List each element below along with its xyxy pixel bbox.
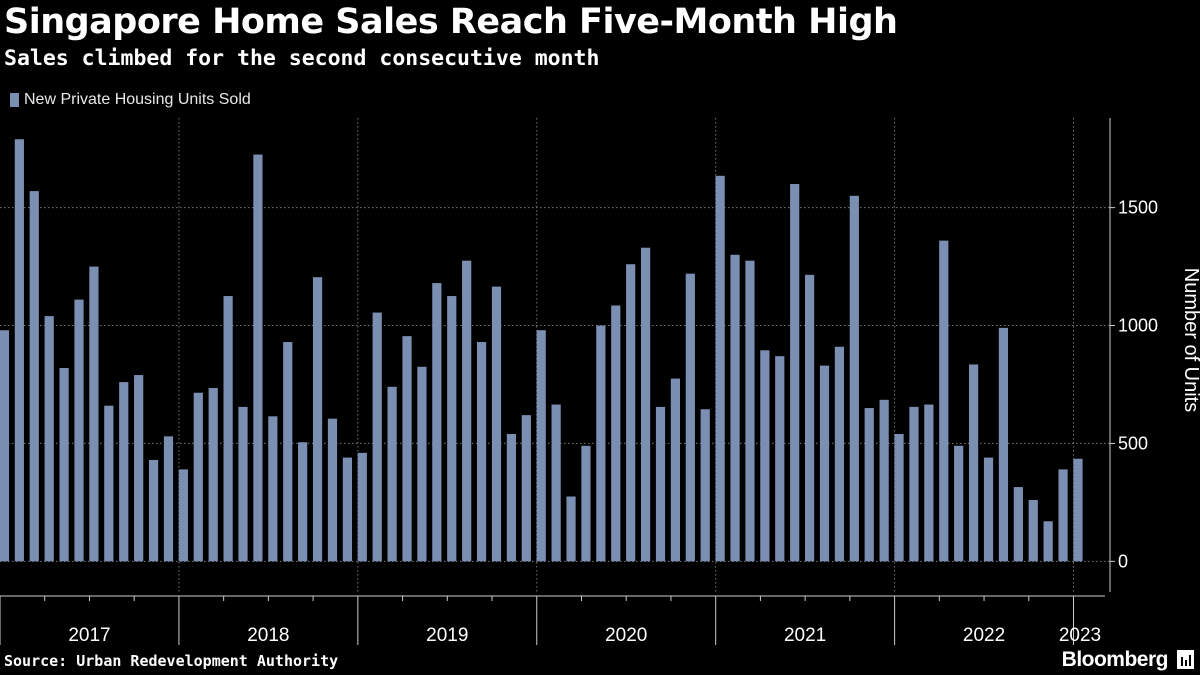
x-tick-label: 2022	[963, 625, 1005, 646]
y-tick-label: 0	[1118, 551, 1128, 571]
x-tick-label: 2021	[784, 625, 826, 646]
y-axis-title: Number of Units	[1180, 268, 1200, 413]
bar	[670, 378, 681, 562]
bar	[834, 346, 845, 562]
terminal-icon	[1177, 650, 1194, 669]
bar	[715, 175, 725, 562]
bar	[208, 388, 218, 562]
bar	[342, 457, 352, 562]
bar	[1058, 469, 1068, 562]
y-tick-label: 1000	[1118, 316, 1158, 336]
bar	[283, 342, 293, 562]
bar	[223, 296, 233, 562]
bar	[700, 409, 710, 562]
bar	[626, 264, 636, 562]
bar	[44, 316, 54, 562]
bar	[790, 184, 800, 562]
x-tick-label: 2020	[605, 625, 647, 646]
bar	[476, 342, 487, 562]
bar	[253, 154, 263, 562]
bar	[521, 415, 531, 562]
bar	[655, 406, 666, 562]
bar	[551, 404, 561, 562]
bar	[148, 459, 159, 562]
bar	[640, 247, 651, 562]
brand-logo: Bloomberg	[1061, 648, 1169, 671]
bar	[819, 365, 830, 562]
bar	[939, 240, 949, 562]
bar	[924, 404, 934, 562]
bar	[357, 452, 367, 562]
legend-label: New Private Housing Units Sold	[24, 91, 251, 108]
chart-subtitle: Sales climbed for the second consecutive…	[4, 46, 600, 71]
bar	[745, 260, 755, 562]
bar	[417, 366, 427, 562]
x-tick-label: 2023	[1059, 625, 1101, 646]
bar	[1043, 521, 1053, 562]
chart-title: Singapore Home Sales Reach Five-Month Hi…	[4, 2, 898, 42]
bar	[998, 327, 1009, 562]
bar	[864, 408, 874, 562]
bar	[909, 406, 919, 562]
bar	[596, 325, 606, 562]
bar	[312, 277, 323, 562]
bar	[491, 286, 502, 562]
bar	[849, 195, 859, 562]
bar	[954, 445, 964, 562]
x-tick-label: 2017	[68, 625, 110, 646]
bar	[178, 469, 188, 562]
y-tick-label: 500	[1118, 433, 1148, 453]
bar	[387, 386, 397, 562]
bar	[432, 283, 442, 562]
bar	[730, 254, 740, 562]
bar	[0, 330, 10, 562]
bar	[74, 299, 84, 562]
bar	[894, 434, 904, 562]
bar	[760, 350, 770, 562]
bar	[372, 312, 382, 562]
bar	[298, 442, 308, 562]
bar	[804, 274, 815, 562]
bar	[29, 191, 39, 562]
bar	[1013, 487, 1023, 562]
x-tick-label: 2019	[426, 625, 468, 646]
bar	[685, 273, 695, 562]
bar	[581, 445, 591, 562]
chart-legend: New Private Housing Units Sold	[10, 91, 251, 109]
bar	[775, 356, 785, 562]
bar	[566, 496, 576, 562]
bar	[1073, 458, 1083, 562]
bar	[327, 418, 338, 562]
bar	[536, 330, 546, 562]
bar	[163, 436, 174, 562]
bar	[193, 392, 203, 562]
bar	[447, 296, 457, 562]
bar	[969, 364, 979, 562]
x-tick-label: 2018	[247, 625, 289, 646]
bar	[134, 375, 144, 562]
bar	[1028, 500, 1038, 562]
bar	[506, 434, 516, 562]
bar	[879, 399, 889, 562]
bar	[268, 416, 278, 562]
bar	[611, 305, 621, 562]
bar	[14, 139, 24, 562]
bar	[89, 266, 99, 562]
bar	[59, 367, 69, 562]
bar	[402, 336, 412, 562]
bar	[104, 405, 114, 562]
legend-swatch	[10, 93, 19, 107]
y-tick-label: 1500	[1118, 198, 1158, 218]
bar	[983, 457, 994, 562]
bar	[238, 406, 248, 562]
bar	[119, 382, 129, 562]
source-note: Source: Urban Redevelopment Authority	[4, 652, 339, 670]
bar	[462, 260, 472, 562]
